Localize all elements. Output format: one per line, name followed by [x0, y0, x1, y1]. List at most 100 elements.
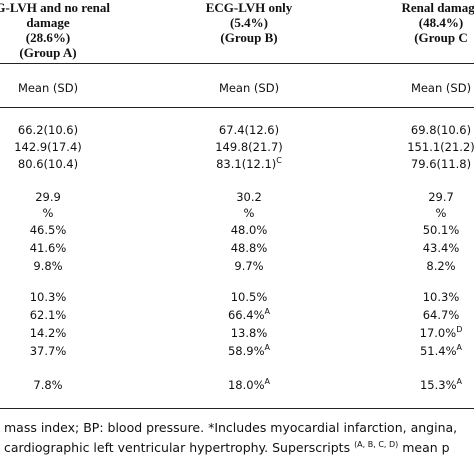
cell-value: 41.6%: [29, 241, 67, 255]
column-header: (Group B): [220, 30, 278, 45]
bottom-rule: [0, 408, 474, 409]
cell-value: %: [42, 206, 54, 220]
cell-value: %: [435, 206, 447, 220]
column-header: ECG-LVH only: [205, 0, 293, 15]
cell-value: 37.7%: [29, 344, 67, 358]
cell-value: 64.7%: [422, 308, 460, 322]
table-cell: 66.4%A: [227, 307, 271, 323]
cell-value: 80.6(10.4): [17, 157, 79, 171]
cell-value: 17.0%: [419, 326, 457, 340]
cell-value: 9.7%: [234, 259, 264, 273]
column-header: (Group A): [19, 45, 77, 60]
table-cell: 15.3%A: [419, 377, 463, 393]
table-cell: 66.2(10.6): [18, 123, 78, 137]
cell-value: 9.8%: [33, 259, 63, 273]
table-cell: %: [244, 206, 255, 220]
column-header: damage: [26, 15, 70, 30]
table-cell: 7.8%: [33, 378, 62, 392]
cell-value: 10.5%: [230, 290, 268, 304]
column-header: CG-LVH and no renal: [0, 0, 110, 15]
subheader-cell: Mean (SD): [17, 81, 79, 95]
table-cell: 50.1%: [423, 223, 460, 237]
table-cell: 14.2%: [30, 326, 67, 340]
cell-value: 10.3%: [422, 290, 460, 304]
column-header: Renal damage: [401, 0, 474, 15]
cell-value: 14.2%: [29, 326, 67, 340]
table-cell: 10.3%: [30, 290, 67, 304]
cell-superscript: A: [456, 343, 463, 352]
table-cell: 142.9(17.4): [14, 140, 82, 154]
cell-value: 8.2%: [426, 259, 456, 273]
cell-value: 151.1(21.2): [407, 140, 474, 154]
footnote-superscript: (A, B, C, D): [354, 440, 399, 449]
cell-value: 67.4(12.6): [218, 123, 280, 137]
table-cell: 30.2: [236, 190, 262, 204]
subheader-rule: [0, 107, 474, 108]
table-cell: 46.5%: [30, 223, 67, 237]
footnote-text: mean p: [398, 440, 450, 455]
subheader-cell: Mean (SD): [218, 81, 280, 95]
cell-superscript: C: [276, 156, 282, 165]
cell-superscript: A: [264, 307, 271, 316]
cell-value: 66.2(10.6): [17, 123, 79, 137]
cell-value: 29.7: [428, 190, 454, 204]
column-header: (Group C: [414, 30, 468, 45]
table-cell: 48.8%: [231, 241, 268, 255]
cell-value: 43.4%: [422, 241, 460, 255]
table-cell: 58.9%A: [227, 343, 271, 359]
table-cell: 43.4%: [423, 241, 460, 255]
cell-superscript: A: [264, 377, 271, 386]
table-cell: 13.8%: [231, 326, 268, 340]
cell-value: 69.8(10.6): [410, 123, 472, 137]
table-cell: 9.8%: [33, 259, 62, 273]
cell-value: 79.6(11.8): [410, 157, 472, 171]
column-header: (48.4%): [418, 15, 464, 30]
table-cell: 8.2%: [426, 259, 455, 273]
cell-value: 13.8%: [230, 326, 268, 340]
column-header: (28.6%): [25, 30, 71, 45]
table-cell: 79.6(11.8): [411, 157, 471, 171]
table-cell: 62.1%: [30, 308, 67, 322]
table-cell: 151.1(21.2): [407, 140, 474, 154]
cell-value: 83.1(12.1): [216, 157, 277, 171]
table-cell: 29.9: [35, 190, 61, 204]
table-cell: 51.4%A: [420, 343, 463, 359]
table-cell: 10.5%: [231, 290, 268, 304]
cell-value: 29.9: [35, 190, 61, 204]
cell-value: 46.5%: [29, 223, 67, 237]
footnote-text: cardiographic left ventricular hypertrop…: [4, 440, 355, 455]
table-cell: 17.0%D: [419, 325, 463, 341]
footnote: cardiographic left ventricular hypertrop…: [4, 440, 450, 456]
cell-value: 15.3%: [419, 378, 457, 392]
table-cell: 80.6(10.4): [18, 157, 78, 171]
table-cell: %: [436, 206, 447, 220]
table-cell: 10.3%: [423, 290, 460, 304]
cell-value: 48.0%: [230, 223, 268, 237]
cell-value: %: [243, 206, 255, 220]
cell-value: 50.1%: [422, 223, 460, 237]
cell-value: 48.8%: [230, 241, 268, 255]
column-header: (5.4%): [230, 15, 268, 30]
cell-value: 142.9(17.4): [14, 140, 82, 154]
table-cell: 9.7%: [234, 259, 263, 273]
table-cell: 64.7%: [423, 308, 460, 322]
table-cell: 29.7: [428, 190, 454, 204]
header-rule: [0, 63, 474, 64]
footnote: mass index; BP: blood pressure. *Include…: [4, 420, 458, 435]
table-cell: 67.4(12.6): [219, 123, 279, 137]
table-cell: 149.8(21.7): [215, 140, 283, 154]
cell-superscript: A: [456, 377, 463, 386]
cell-value: 58.9%: [227, 344, 265, 358]
table-cell: 37.7%: [30, 344, 67, 358]
cell-value: 30.2: [236, 190, 262, 204]
cell-value: 149.8(21.7): [215, 140, 283, 154]
table-cell: 69.8(10.6): [411, 123, 471, 137]
table-cell: 41.6%: [30, 241, 67, 255]
cell-superscript: A: [264, 343, 271, 352]
cell-superscript: D: [456, 325, 463, 334]
table-cell: 83.1(12.1)C: [216, 156, 282, 172]
cell-value: 18.0%: [227, 378, 265, 392]
cell-value: 10.3%: [29, 290, 67, 304]
cell-value: 66.4%: [227, 308, 265, 322]
